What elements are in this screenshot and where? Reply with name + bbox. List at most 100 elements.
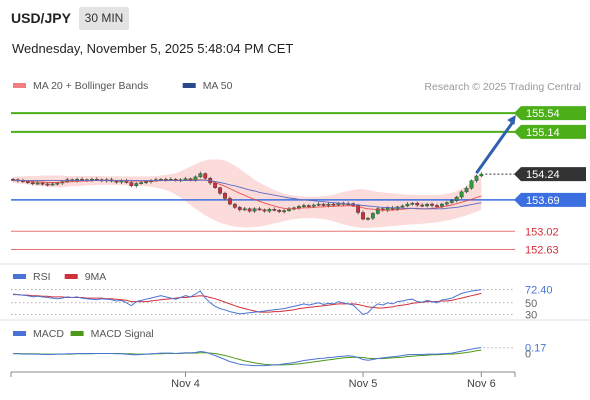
candle (129, 182, 134, 186)
candle (474, 175, 479, 181)
candle (203, 173, 208, 179)
candle (454, 196, 459, 202)
candle (469, 180, 474, 189)
candle (218, 187, 222, 194)
rsi-tick-label: 30 (525, 309, 537, 321)
rsi-line (12, 289, 482, 316)
candle (444, 202, 449, 205)
rsi-tick-label: 72.40 (525, 285, 553, 297)
candle (405, 203, 410, 207)
candle (144, 181, 149, 183)
price-panel: 155.54 155.14 154.24 153.69 153.02 152.63 (11, 106, 586, 257)
candle (440, 203, 444, 207)
candle (316, 203, 321, 206)
legend-swatch (64, 274, 78, 279)
candle (183, 178, 188, 181)
macd-tick-label: 0.17 (525, 343, 546, 355)
level-badge (514, 106, 586, 121)
candle (297, 206, 301, 209)
candle (356, 205, 360, 213)
legend-label: MA 20 + Bollinger Bands (33, 80, 148, 92)
candle (400, 205, 405, 208)
candle (114, 180, 119, 183)
candle (370, 213, 375, 219)
candle (272, 209, 277, 211)
macd-tick-label: 0 (525, 348, 531, 360)
candle (50, 183, 55, 186)
level-label: 153.69 (526, 195, 560, 207)
projection-arrow-head (507, 115, 516, 125)
candle (331, 203, 336, 206)
candle (45, 183, 50, 186)
candle (361, 212, 365, 220)
legend-swatch (182, 83, 196, 88)
candle (366, 217, 370, 220)
candle (321, 203, 326, 206)
candle (198, 173, 203, 178)
level-label: 155.14 (526, 127, 560, 139)
candle (139, 182, 144, 184)
candle (282, 210, 287, 213)
date-time-label: Wednesday, November 5, 2025 5:48:04 PM C… (12, 41, 294, 56)
candle (237, 207, 242, 210)
candle (35, 182, 40, 185)
candle (232, 203, 237, 208)
legend-swatch (13, 274, 26, 279)
legend-label: MACD (33, 328, 64, 340)
candle (30, 182, 35, 184)
time-tick-label: Nov 6 (467, 378, 496, 390)
legend-swatch (13, 331, 26, 336)
candle (326, 203, 331, 206)
candle (420, 204, 425, 207)
candle (267, 209, 272, 212)
price-legend: MA 20 + Bollinger Bands MA 50 (13, 80, 233, 92)
candle (430, 203, 434, 206)
rsi-tick-label: 50 (525, 298, 537, 310)
candle (301, 205, 306, 207)
candle (479, 173, 484, 177)
timeframe-button[interactable]: 30 MIN (79, 7, 129, 30)
rsi-ma-line (13, 292, 482, 313)
candle (134, 183, 139, 186)
level-label: 153.02 (525, 226, 559, 238)
legend-label: MACD Signal (91, 328, 154, 340)
legend-label: 9MA (85, 271, 107, 283)
candle (410, 202, 415, 205)
legend-swatch (70, 331, 84, 336)
candle (25, 181, 30, 183)
ma50-line (13, 179, 482, 210)
level-label: 154.24 (526, 169, 560, 181)
macd-signal-line (13, 349, 482, 366)
candle (375, 208, 380, 214)
macd-panel: MACD MACD Signal 0.170 (13, 328, 546, 367)
candle (223, 193, 227, 199)
bollinger-band (13, 159, 482, 228)
legend-swatch (13, 83, 26, 88)
candle (193, 176, 198, 180)
level-label: 155.54 (526, 108, 560, 120)
candle (311, 204, 316, 207)
candle (228, 198, 232, 205)
symbol-title: USD/JPY (11, 10, 71, 26)
candle (425, 203, 430, 207)
legend-label: MA 50 (203, 80, 233, 92)
candle (213, 182, 218, 188)
level-badge (514, 167, 586, 182)
candle (247, 208, 252, 212)
candle (415, 202, 420, 206)
candle (262, 209, 267, 212)
candle (464, 187, 469, 193)
level-badge (514, 192, 586, 207)
candle (459, 191, 464, 198)
level-badge (514, 124, 586, 139)
projection-arrow (475, 121, 515, 175)
level-label: 152.63 (525, 245, 559, 257)
time-axis: Nov 4 Nov 5 Nov 6 (10, 371, 516, 390)
time-tick-label: Nov 4 (171, 378, 200, 390)
candle (252, 208, 257, 212)
candle (306, 205, 311, 207)
macd-line (13, 347, 482, 367)
